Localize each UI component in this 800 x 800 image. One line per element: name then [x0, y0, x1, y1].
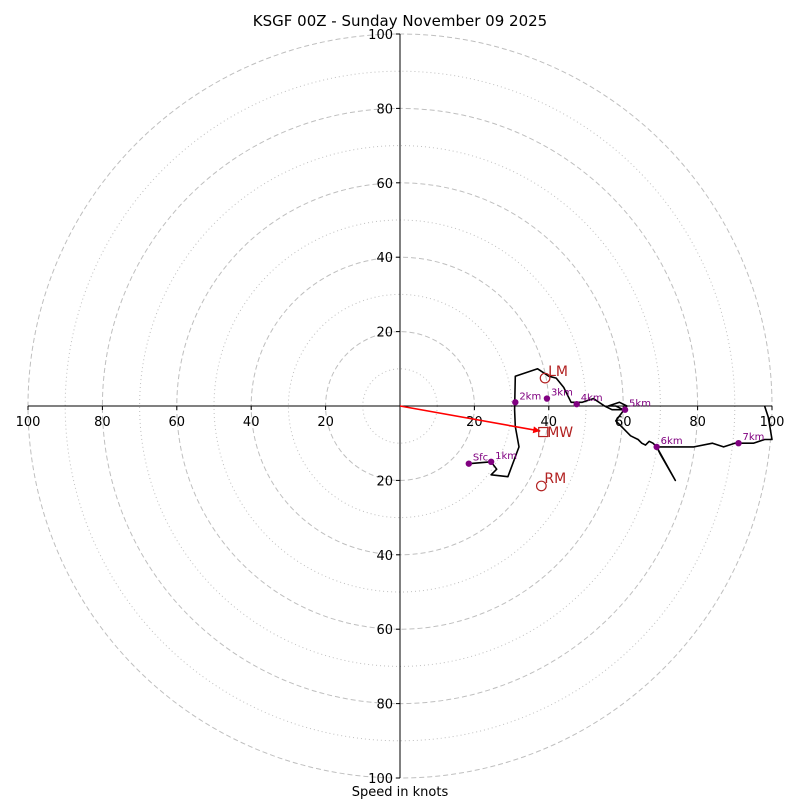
left-mover-label: LM [548, 364, 568, 380]
height-marker-dot [465, 460, 473, 467]
x-tick-label: 20 [466, 415, 483, 430]
height-marker-dot [543, 395, 551, 402]
y-tick-label: 100 [368, 28, 393, 43]
storm-motion-vectors: MW LM RM [535, 364, 573, 492]
y-tick-label: 80 [376, 102, 393, 117]
y-tick-label: 60 [376, 177, 393, 192]
height-marker-dot [653, 443, 660, 451]
wind-trace-line [468, 367, 773, 482]
x-tick-label: 100 [16, 415, 41, 430]
y-tick-label: 100 [368, 772, 393, 787]
chart-title: KSGF 00Z - Sunday November 09 2025 [253, 12, 547, 30]
height-marker-dot [621, 406, 629, 413]
height-markers: Sfc 1km 2km 3km 4km 5km 6km 7km [465, 388, 765, 467]
right-mover-label: RM [544, 471, 566, 487]
y-tick-label: 40 [376, 251, 393, 266]
y-tick-label: 40 [376, 549, 393, 564]
height-marker-label: 4km [581, 393, 603, 404]
x-tick-label: 20 [317, 415, 334, 430]
x-tick-label: 60 [615, 415, 632, 430]
height-marker-label: 5km [629, 399, 651, 410]
x-tick-label: 40 [541, 415, 558, 430]
y-tick-label: 20 [376, 474, 393, 489]
height-marker-label: 6km [661, 436, 683, 447]
height-marker-dot [735, 440, 742, 447]
height-marker-dot [512, 399, 519, 406]
left-mover-marker [539, 372, 551, 384]
height-marker-label: Sfc [473, 453, 488, 464]
x-tick-label: 40 [243, 415, 260, 430]
x-axis-label: Speed in knots [352, 785, 449, 800]
x-tick-label: 60 [169, 415, 186, 430]
axis-ticks: 100 80 60 40 20 20 40 60 80 100 100 80 60 40 20 20 40 60 8… [16, 28, 785, 787]
right-mover-marker [535, 480, 547, 492]
mean-wind-marker [538, 426, 549, 438]
mean-wind-label: MW [547, 425, 573, 441]
height-marker-label: 7km [743, 432, 765, 443]
height-marker-dot [487, 458, 495, 465]
y-tick-label: 20 [376, 326, 393, 341]
height-marker-label: 2km [519, 391, 541, 402]
x-tick-label: 100 [760, 415, 785, 430]
height-marker-dot [573, 400, 580, 408]
wind-trace [468, 367, 773, 482]
x-tick-label: 80 [94, 415, 111, 430]
x-tick-label: 80 [689, 415, 706, 430]
height-marker-label: 3km [551, 388, 573, 399]
y-tick-label: 80 [376, 698, 393, 713]
mean-wind-arrow [399, 405, 541, 432]
height-marker-label: 1km [495, 451, 517, 462]
y-tick-label: 60 [376, 623, 393, 638]
